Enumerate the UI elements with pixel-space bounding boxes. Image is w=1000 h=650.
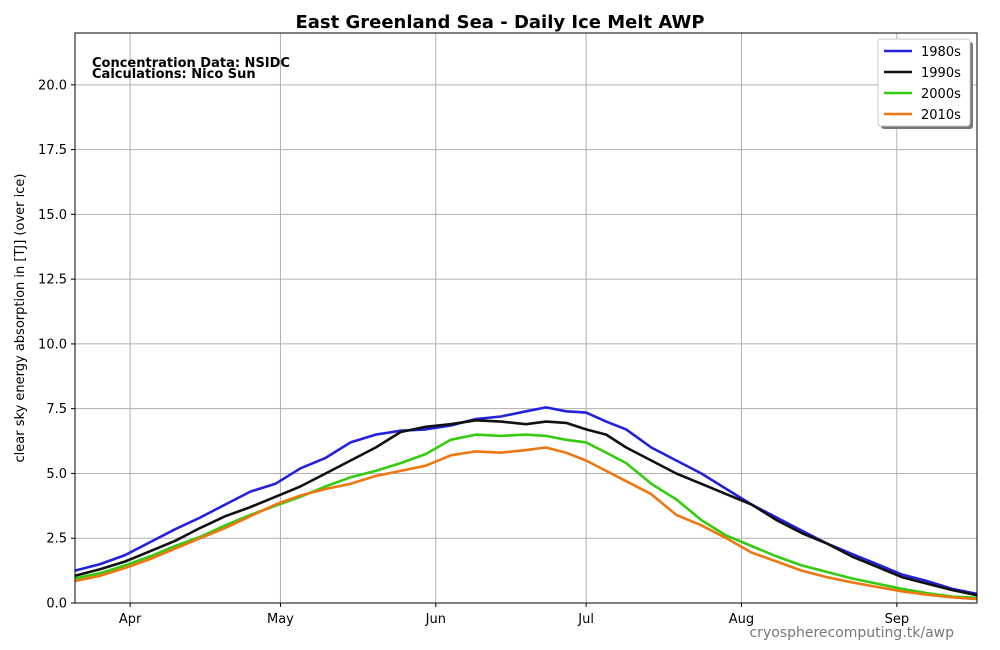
legend-box	[877, 38, 971, 127]
series-line-1990s	[74, 418, 978, 597]
watermark: cryospherecomputing.tk/awp	[749, 625, 954, 641]
series-lines	[74, 406, 978, 601]
annotation-data-source: Concentration Data: NSIDC	[92, 56, 290, 71]
y-tick-label: 17.5	[38, 143, 67, 158]
y-tick-label: 5.0	[46, 467, 67, 482]
grid	[75, 33, 977, 604]
x-tick-label: Sep	[885, 612, 910, 627]
y-axis-label: clear sky energy absorption in [TJ] (ove…	[13, 174, 28, 463]
y-tick-label: 20.0	[38, 78, 67, 93]
legend: 1980s 1990s 2000s 2010s	[877, 38, 973, 129]
series-line-2010s	[74, 446, 978, 601]
y-tick-label: 15.0	[38, 208, 67, 223]
legend-label-1990s: 1990s	[921, 66, 961, 81]
chart-title: East Greenland Sea - Daily Ice Melt AWP	[295, 12, 704, 33]
legend-label-2000s: 2000s	[921, 87, 961, 102]
x-tick-label: Jul	[577, 612, 594, 627]
x-tick-label: Aug	[729, 612, 754, 627]
x-tick-label: Apr	[119, 612, 142, 627]
legend-label-2010s: 2010s	[921, 108, 961, 123]
annotation-calculations: Calculations: Nico Sun	[92, 67, 256, 82]
plot-frame	[74, 32, 978, 604]
y-tick-label: 0.0	[46, 597, 67, 612]
x-tick-label: Jun	[425, 612, 446, 627]
y-tick-label: 10.0	[38, 337, 67, 352]
y-tick-label: 12.5	[38, 273, 67, 288]
series-line-2000s	[74, 433, 978, 600]
axes: 0.0 2.5 5.0 7.5 10.0 12.5 15.0 17.5 20.0 Apr May Ju…	[38, 78, 909, 627]
legend-label-1980s: 1980s	[921, 45, 961, 60]
x-tick-label: May	[267, 612, 294, 627]
y-tick-label: 2.5	[46, 532, 67, 547]
y-tick-label: 7.5	[46, 402, 67, 417]
